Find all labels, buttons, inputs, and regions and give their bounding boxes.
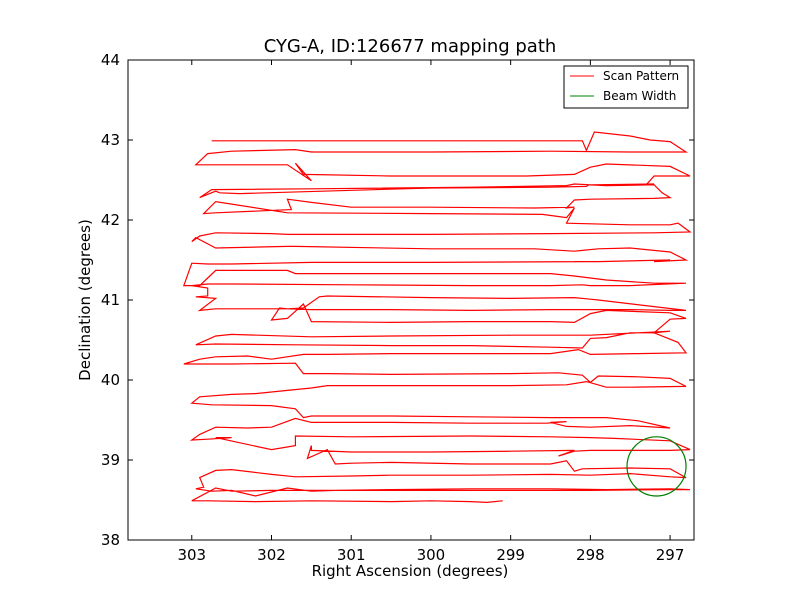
y-tick-label: 42 [101,211,120,229]
y-tick-label: 40 [101,371,120,389]
chart-title: CYG-A, ID:126677 mapping path [264,36,557,57]
plot-marks [182,131,692,504]
legend: Scan Pattern Beam Width [563,65,689,109]
axis-ticks: 303 302 301 300 299 298 297 38 39 40 41 42 43 44 [101,51,694,564]
legend-box [563,65,689,109]
legend-label-scan-pattern: Scan Pattern [603,69,679,83]
x-tick-label: 298 [576,546,605,564]
y-tick-label: 43 [101,131,120,149]
y-tick-label: 38 [101,531,120,549]
x-axis-label: Right Ascension (degrees) [312,562,509,580]
y-axis-label: Declination (degrees) [76,219,94,381]
x-tick-label: 302 [257,546,286,564]
scan-pattern-line [182,131,692,504]
legend-label-beam-width: Beam Width [603,89,676,103]
y-tick-label: 39 [101,451,120,469]
x-tick-label: 303 [177,546,206,564]
x-tick-label: 300 [417,546,446,564]
beam-width-circle [626,436,687,497]
y-tick-label: 41 [101,291,120,309]
y-tick-label: 44 [101,51,120,69]
x-tick-label: 301 [337,546,366,564]
x-tick-label: 297 [656,546,685,564]
x-tick-label: 299 [496,546,525,564]
